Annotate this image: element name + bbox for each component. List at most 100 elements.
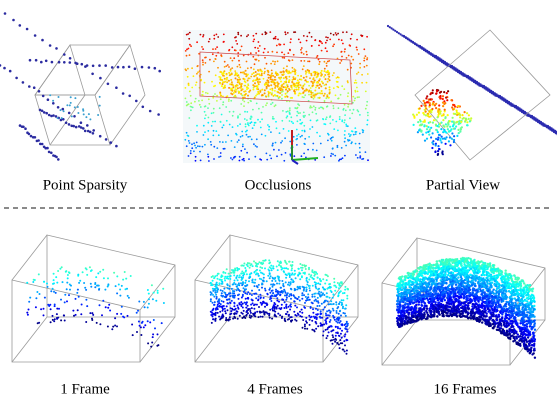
point	[301, 294, 304, 297]
point	[139, 326, 142, 329]
point	[256, 78, 259, 80]
point	[276, 60, 279, 63]
point	[231, 114, 234, 117]
point	[233, 312, 236, 315]
point	[237, 80, 240, 83]
point	[37, 90, 41, 93]
point	[237, 297, 240, 300]
point	[286, 90, 289, 93]
point	[62, 110, 65, 113]
point	[321, 286, 324, 289]
point	[49, 303, 52, 306]
point	[274, 104, 277, 107]
point	[411, 40, 415, 44]
point	[282, 67, 285, 70]
point	[449, 144, 452, 147]
point	[328, 320, 331, 323]
point	[344, 288, 347, 291]
point	[264, 267, 266, 270]
point	[326, 39, 328, 42]
point	[26, 281, 29, 284]
point	[341, 329, 343, 332]
point	[268, 277, 271, 280]
point	[253, 96, 256, 99]
point	[527, 113, 530, 116]
point	[238, 314, 241, 317]
point	[310, 106, 313, 109]
point	[195, 146, 198, 149]
point	[240, 103, 243, 105]
point	[269, 88, 272, 91]
point	[356, 73, 358, 75]
point	[305, 299, 308, 302]
point	[294, 107, 297, 109]
point	[198, 52, 201, 55]
point	[191, 67, 194, 70]
point	[417, 303, 420, 306]
point	[212, 129, 215, 132]
point	[388, 26, 391, 29]
point	[245, 263, 248, 266]
point	[255, 272, 258, 275]
point	[358, 132, 361, 135]
point	[249, 89, 252, 92]
point	[325, 83, 328, 86]
point	[307, 60, 309, 63]
point	[340, 158, 342, 161]
wireframe	[194, 234, 231, 281]
point	[479, 83, 482, 86]
point	[271, 285, 274, 288]
point	[194, 159, 197, 162]
point	[277, 38, 279, 41]
point	[343, 340, 346, 343]
point	[91, 319, 94, 321]
point	[310, 74, 313, 77]
point	[288, 59, 291, 62]
point	[321, 92, 324, 95]
point	[51, 287, 54, 290]
point	[231, 307, 234, 310]
point	[230, 78, 233, 81]
point	[60, 298, 62, 301]
point	[99, 270, 102, 273]
point	[142, 326, 145, 329]
point	[316, 296, 319, 299]
point	[322, 278, 325, 281]
point	[290, 297, 292, 300]
point	[303, 325, 306, 328]
point	[319, 92, 322, 95]
point	[249, 52, 252, 55]
point	[74, 297, 77, 300]
point	[294, 71, 297, 74]
point	[423, 124, 426, 127]
point	[341, 55, 343, 58]
point	[151, 341, 154, 344]
point	[475, 80, 479, 84]
point	[248, 314, 251, 317]
point	[334, 289, 337, 292]
point	[220, 316, 223, 318]
point	[226, 64, 229, 66]
point	[328, 283, 331, 286]
point	[270, 74, 273, 77]
point	[299, 315, 302, 318]
point	[98, 95, 101, 98]
point	[343, 103, 346, 106]
point	[219, 152, 222, 154]
point	[295, 88, 298, 91]
point	[237, 90, 240, 93]
point	[193, 150, 195, 153]
point	[237, 92, 240, 94]
point	[486, 262, 490, 266]
point	[243, 118, 246, 120]
point	[102, 299, 105, 302]
point	[278, 96, 281, 98]
point	[229, 83, 232, 86]
point	[453, 105, 457, 108]
point	[55, 155, 58, 159]
point	[413, 42, 416, 45]
point	[222, 103, 224, 106]
point	[337, 343, 340, 346]
wireframe	[381, 237, 418, 284]
point	[421, 123, 424, 126]
